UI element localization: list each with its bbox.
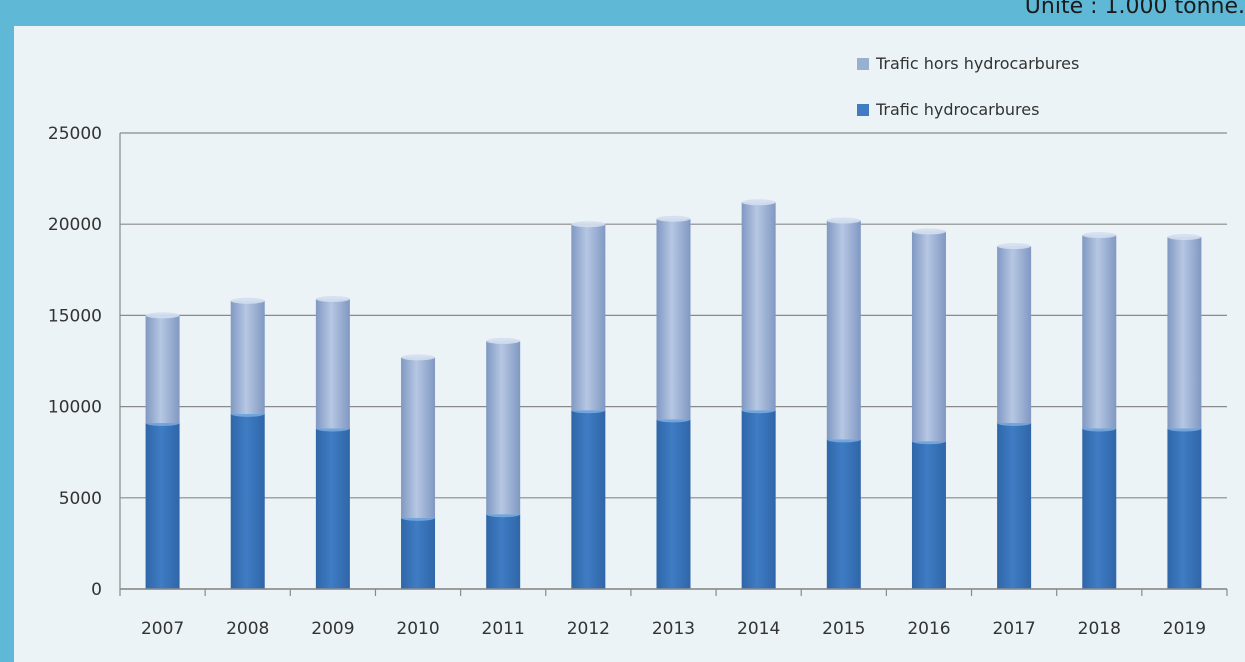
x-tick-label: 2016 xyxy=(907,619,950,639)
bar-trafic-hydrocarbures-2015 xyxy=(826,439,861,589)
x-tick-label: 2011 xyxy=(482,619,525,639)
bar-trafic-hydrocarbures-2019 xyxy=(1167,428,1202,589)
bar-cap-hors-2011 xyxy=(486,337,521,344)
bar-trafic-hydrocarbures-2013 xyxy=(656,419,691,589)
chart-panel: 0 5000 10000 15000 20000 25000 2007 2008 2009 201… xyxy=(14,26,1245,662)
bar-trafic-hors-hydrocarbures-2013 xyxy=(656,218,691,420)
bar-trafic-hors-hydrocarbures-2007 xyxy=(145,315,180,424)
x-tick-label: 2012 xyxy=(567,619,610,639)
legend-label: Trafic hors hydrocarbures xyxy=(875,54,1079,73)
bar-trafic-hors-hydrocarbures-2016 xyxy=(911,231,946,442)
bar-trafic-hors-hydrocarbures-2011 xyxy=(486,340,521,515)
bar-trafic-hydrocarbures-2012 xyxy=(571,410,606,589)
bar-cap-hors-2009 xyxy=(315,295,350,302)
bar-cap-hors-2012 xyxy=(571,221,606,228)
bar-cap-hors-2018 xyxy=(1082,232,1117,239)
bar-trafic-hors-hydrocarbures-2008 xyxy=(230,300,265,414)
x-tick-label: 2018 xyxy=(1078,619,1121,639)
bar-trafic-hors-hydrocarbures-2014 xyxy=(741,202,776,411)
y-tick-label: 0 xyxy=(91,580,102,600)
bar-cap-hors-2008 xyxy=(230,297,265,304)
x-tick-label: 2015 xyxy=(822,619,865,639)
bar-trafic-hors-hydrocarbures-2012 xyxy=(571,224,606,411)
bar-trafic-hors-hydrocarbures-2009 xyxy=(315,298,350,429)
bar-cap-hors-2017 xyxy=(997,243,1032,250)
bar-trafic-hydrocarbures-2018 xyxy=(1082,428,1117,589)
x-tick-label: 2010 xyxy=(396,619,439,639)
legend-label: Trafic hydrocarbures xyxy=(875,100,1039,119)
bar-trafic-hydrocarbures-2017 xyxy=(997,423,1032,589)
bar-trafic-hydrocarbures-2008 xyxy=(230,413,265,589)
unit-label: Unité : 1.000 tonne. xyxy=(1024,0,1245,19)
bar-trafic-hydrocarbures-2007 xyxy=(145,423,180,589)
x-tick-label: 2008 xyxy=(226,619,269,639)
y-tick-label: 20000 xyxy=(48,215,102,235)
bar-trafic-hydrocarbures-2016 xyxy=(911,441,946,589)
bar-trafic-hors-hydrocarbures-2015 xyxy=(826,220,861,440)
bar-cap-hors-2019 xyxy=(1167,233,1202,240)
legend-swatch xyxy=(857,58,869,70)
x-tick-label: 2009 xyxy=(311,619,354,639)
y-tick-label: 25000 xyxy=(48,124,102,144)
x-tick-label: 2014 xyxy=(737,619,780,639)
x-tick-label: 2019 xyxy=(1163,619,1206,639)
bar-cap-hors-2007 xyxy=(145,312,180,319)
bar-trafic-hors-hydrocarbures-2017 xyxy=(997,246,1032,424)
x-tick-label: 2017 xyxy=(992,619,1035,639)
legend-swatch xyxy=(857,104,869,116)
x-tick-label: 2007 xyxy=(141,619,184,639)
bar-cap-hors-2013 xyxy=(656,215,691,222)
y-tick-label: 10000 xyxy=(48,398,102,418)
y-tick-label: 5000 xyxy=(59,489,102,509)
bar-cap-hors-2014 xyxy=(741,199,776,206)
bar-trafic-hydrocarbures-2009 xyxy=(315,428,350,589)
bar-trafic-hors-hydrocarbures-2018 xyxy=(1082,235,1117,429)
bar-cap-hors-2016 xyxy=(911,228,946,235)
bar-cap-hors-2010 xyxy=(401,354,436,361)
x-tick-label: 2013 xyxy=(652,619,695,639)
stacked-bar-chart: 0 5000 10000 15000 20000 25000 2007 2008 2009 201… xyxy=(48,54,1228,639)
bar-cap-hors-2015 xyxy=(826,217,861,224)
bar-trafic-hors-hydrocarbures-2010 xyxy=(401,357,436,518)
bar-trafic-hydrocarbures-2011 xyxy=(486,514,521,589)
bar-trafic-hydrocarbures-2010 xyxy=(401,517,436,589)
bar-trafic-hydrocarbures-2014 xyxy=(741,410,776,589)
y-tick-label: 15000 xyxy=(48,306,102,326)
bar-trafic-hors-hydrocarbures-2019 xyxy=(1167,236,1202,429)
